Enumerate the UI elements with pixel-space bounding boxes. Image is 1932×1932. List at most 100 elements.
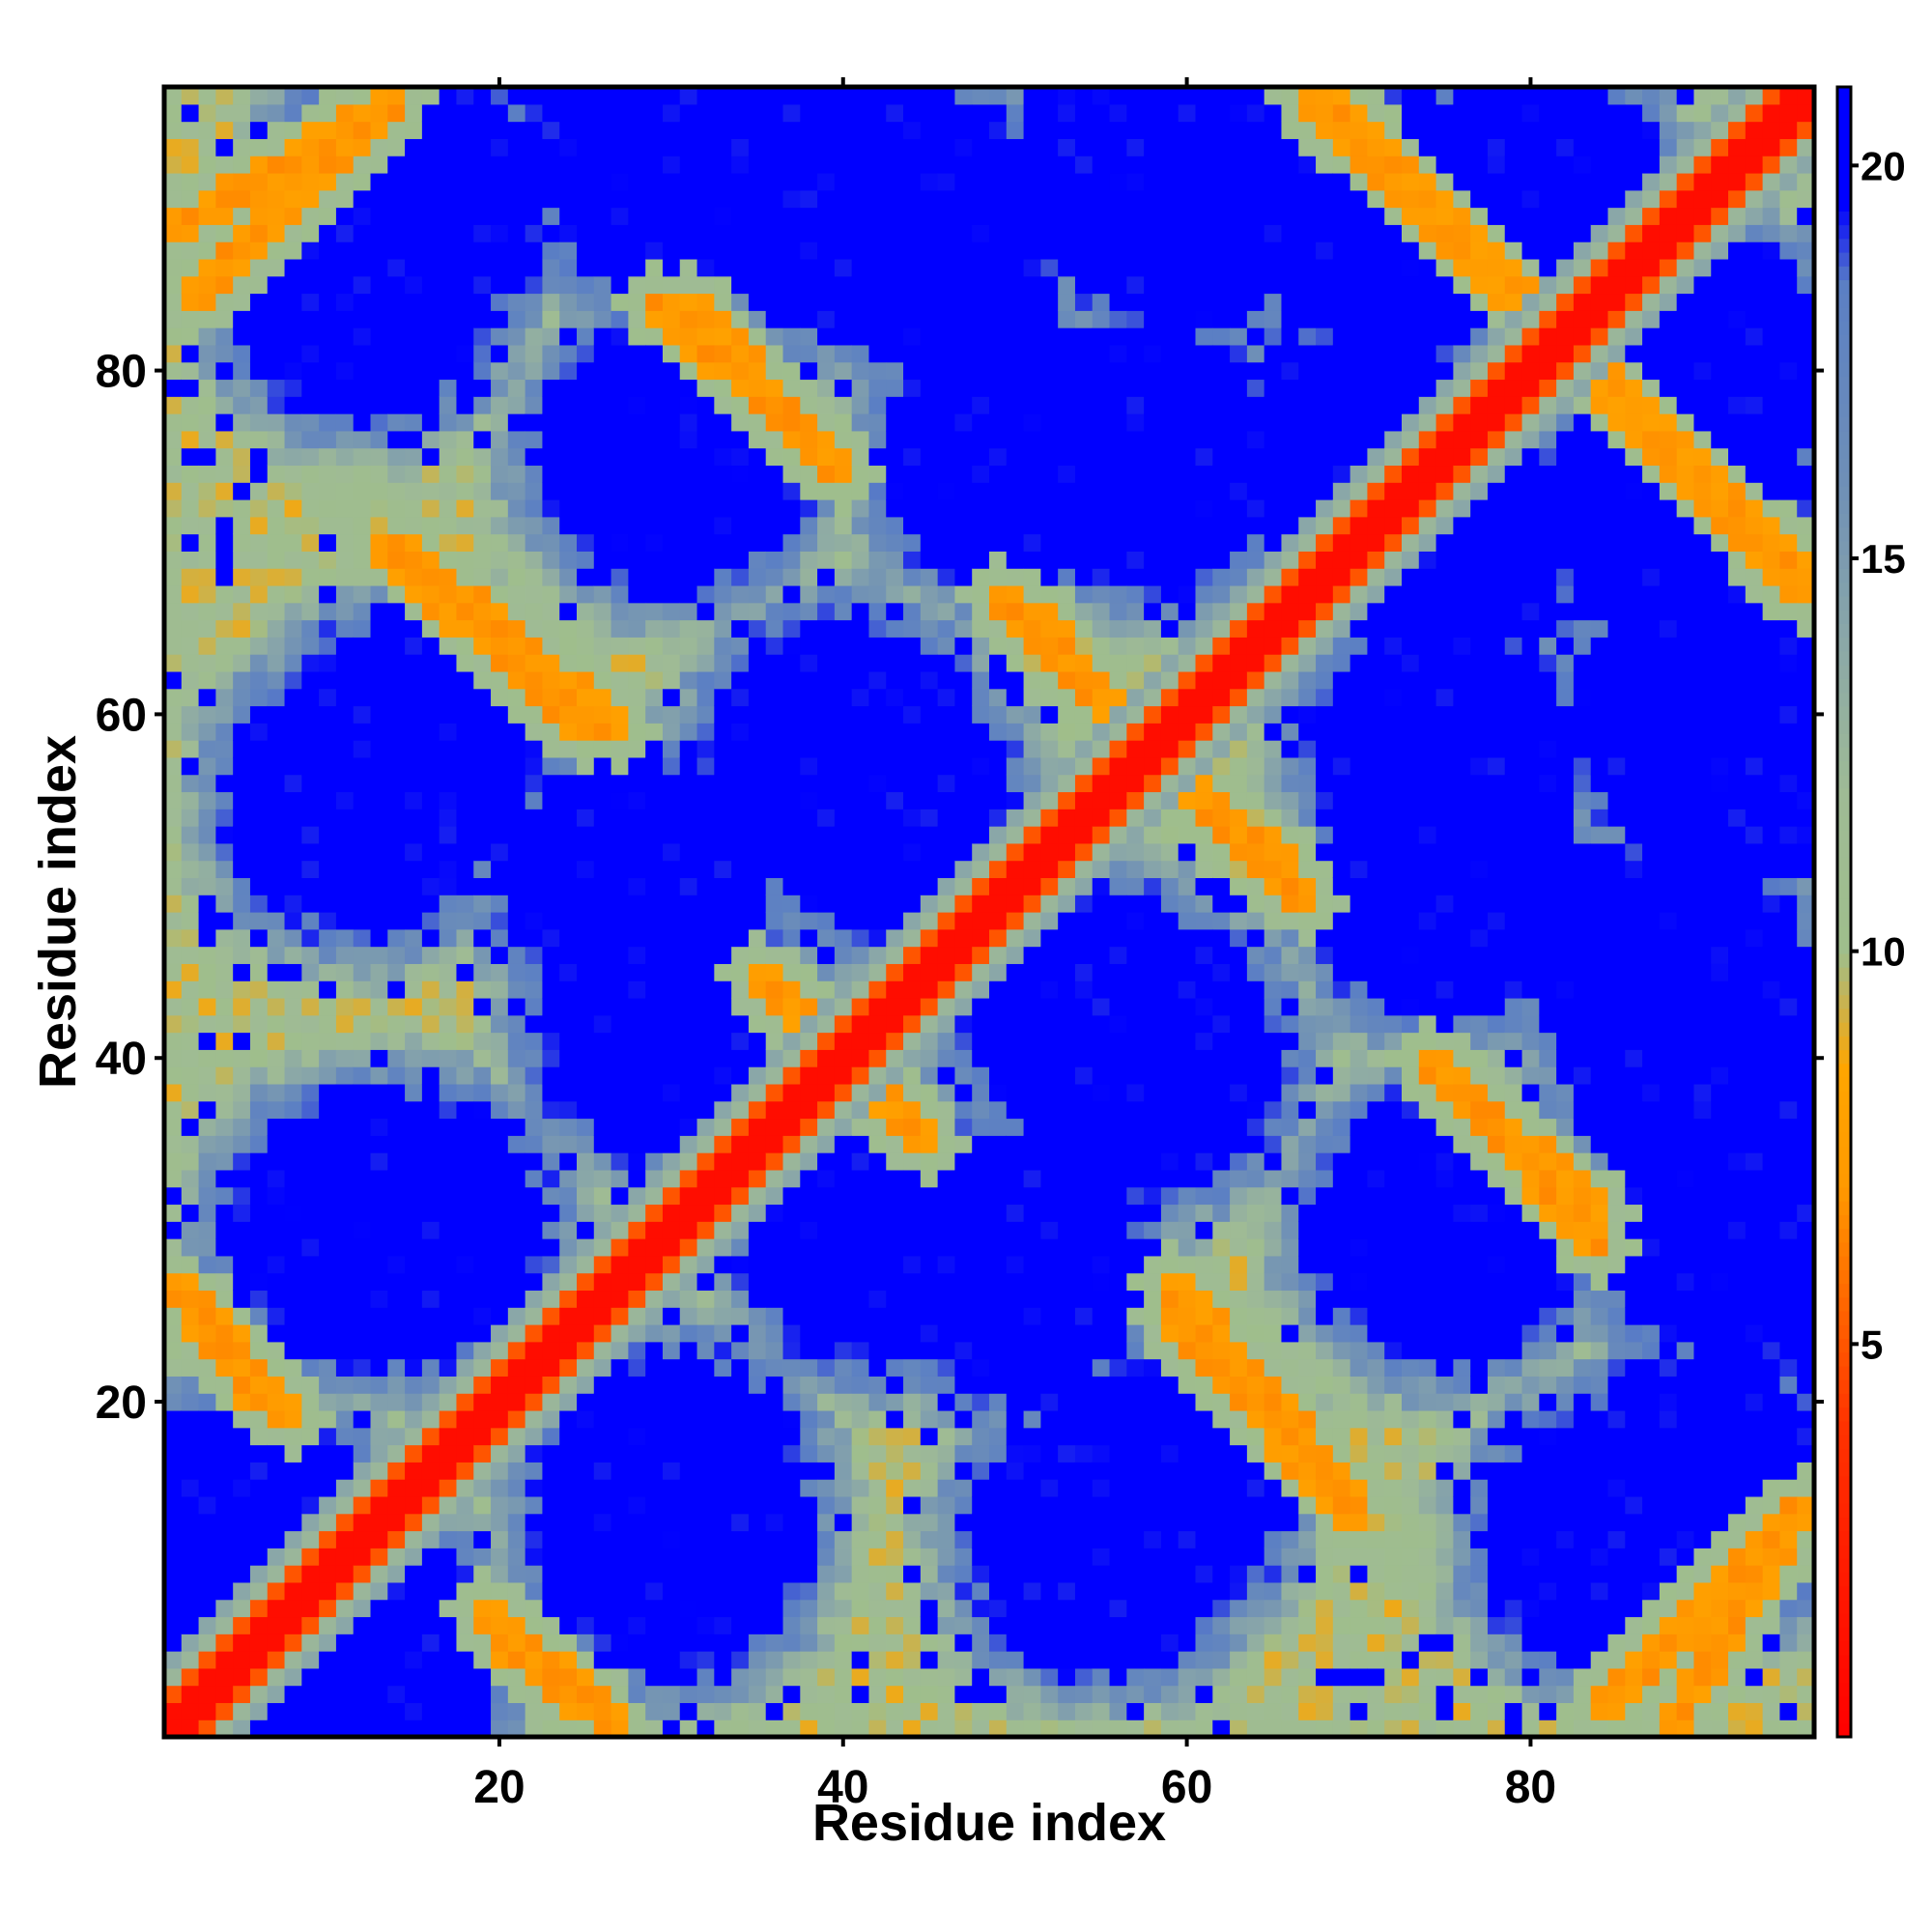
heatmap-cell (577, 1495, 595, 1515)
heatmap-cell (611, 1462, 629, 1480)
heatmap-cell (834, 447, 853, 467)
heatmap-cell (782, 87, 801, 105)
heatmap-cell (679, 1032, 698, 1050)
heatmap-cell (559, 1118, 578, 1136)
heatmap-cell (903, 224, 922, 242)
heatmap-cell (559, 207, 578, 225)
heatmap-cell (868, 842, 887, 862)
heatmap-cell (782, 1186, 801, 1206)
heatmap-cell (593, 465, 612, 483)
heatmap-cell (353, 361, 372, 381)
heatmap-cell (782, 774, 801, 793)
heatmap-cell (834, 1221, 853, 1239)
heatmap-cell (456, 1169, 474, 1188)
heatmap-cell (868, 1393, 887, 1411)
heatmap-cell (421, 189, 440, 209)
heatmap-cell (421, 826, 440, 844)
heatmap-cell (249, 293, 269, 311)
heatmap-cell (954, 224, 973, 242)
heatmap-cell (748, 121, 767, 139)
heatmap-cell (645, 516, 664, 535)
heatmap-cell (954, 1118, 973, 1136)
heatmap-cell (542, 207, 560, 225)
heatmap-cell (507, 860, 526, 879)
heatmap-cell (249, 396, 269, 414)
heatmap-cell (628, 791, 646, 810)
heatmap-cell (284, 1719, 302, 1738)
heatmap-cell (714, 1409, 732, 1429)
heatmap-cell (800, 413, 818, 432)
heatmap-cell (937, 1272, 956, 1292)
heatmap-cell (473, 207, 492, 225)
heatmap-cell (164, 826, 183, 844)
heatmap-cell (817, 396, 836, 414)
heatmap-cell (335, 1409, 355, 1429)
heatmap-cell (456, 997, 474, 1016)
heatmap-cell (714, 997, 732, 1016)
heatmap-cell (439, 379, 458, 397)
heatmap-cell (491, 963, 509, 981)
heatmap-cell (1023, 877, 1041, 895)
heatmap-cell (164, 895, 183, 913)
heatmap-cell (662, 207, 681, 225)
heatmap-cell (215, 1135, 234, 1153)
heatmap-cell (249, 619, 269, 638)
heatmap-cell (886, 172, 904, 191)
heatmap-cell (1040, 413, 1059, 432)
heatmap-cell (370, 1358, 388, 1377)
heatmap-cell (198, 774, 216, 793)
heatmap-cell (937, 1221, 956, 1239)
heatmap-cell (353, 1186, 372, 1206)
heatmap-cell (491, 1204, 509, 1222)
heatmap-cell (886, 1221, 904, 1239)
heatmap-cell (491, 1444, 509, 1463)
heatmap-cell (267, 568, 286, 586)
heatmap-cell (335, 1186, 355, 1206)
heatmap-cell (267, 379, 286, 397)
heatmap-cell (577, 344, 595, 363)
heatmap-cell (748, 1135, 767, 1153)
heatmap-cell (577, 980, 595, 999)
heatmap-cell (284, 430, 302, 449)
heatmap-cell (335, 723, 355, 741)
heatmap-cell (628, 482, 646, 500)
heatmap-cell (319, 1616, 337, 1634)
heatmap-cell (748, 1307, 767, 1325)
heatmap-cell (1040, 826, 1059, 844)
heatmap-cell (714, 121, 732, 139)
heatmap-cell (817, 1565, 836, 1583)
heatmap-cell (886, 242, 904, 260)
heatmap-cell (714, 1427, 732, 1446)
heatmap-cell (319, 1685, 337, 1704)
heatmap-cell (834, 361, 853, 381)
heatmap-cell (181, 1066, 200, 1085)
heatmap-cell (834, 1444, 853, 1463)
heatmap-cell (439, 1393, 458, 1411)
heatmap-cell (611, 482, 629, 500)
heatmap-cell (421, 774, 440, 793)
heatmap-cell (542, 87, 560, 105)
heatmap-cell (1040, 1651, 1059, 1669)
heatmap-cell (559, 619, 578, 638)
heatmap-cell (851, 1238, 870, 1257)
heatmap-cell (628, 344, 646, 363)
heatmap-cell (748, 1290, 767, 1308)
heatmap-cell (559, 103, 578, 123)
heatmap-cell (765, 275, 784, 295)
heatmap-cell (301, 482, 320, 500)
heatmap-cell (215, 1530, 234, 1548)
heatmap-cell (181, 740, 200, 758)
heatmap-cell (439, 156, 458, 174)
heatmap-cell (972, 1049, 990, 1067)
heatmap-cell (456, 1255, 474, 1274)
heatmap-cell (198, 275, 216, 295)
heatmap-cell (405, 1393, 423, 1411)
heatmap-cell (301, 1152, 320, 1171)
heatmap-cell (284, 1014, 302, 1034)
heatmap-cell (525, 1444, 544, 1463)
heatmap-cell (542, 1238, 560, 1257)
heatmap-cell (198, 791, 216, 810)
heatmap-cell (972, 465, 990, 483)
heatmap-cell (1040, 1307, 1059, 1325)
heatmap-cell (577, 860, 595, 879)
